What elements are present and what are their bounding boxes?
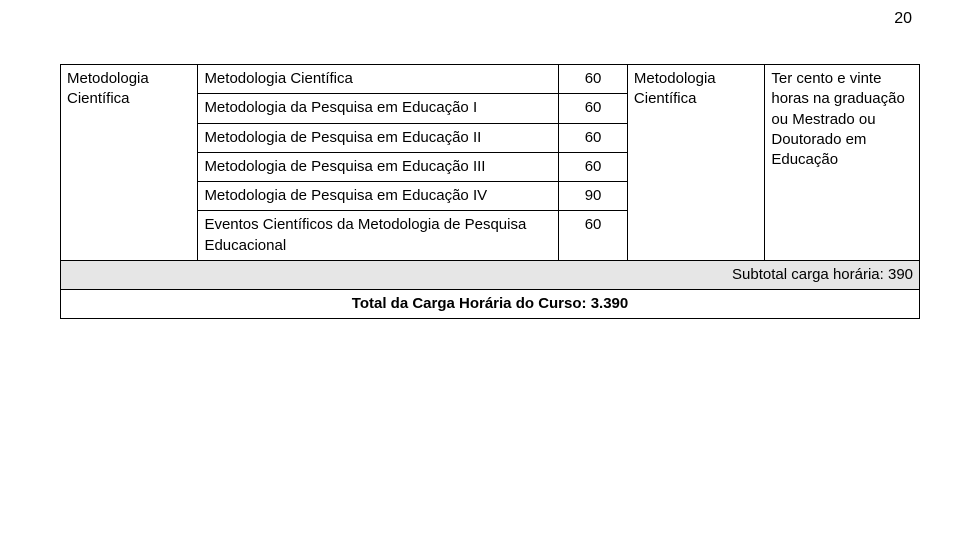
course-hours: 60 xyxy=(559,123,628,152)
course-name: Metodologia de Pesquisa em Educação IV xyxy=(198,182,559,211)
course-name: Eventos Científicos da Metodologia de Pe… xyxy=(198,211,559,261)
subtotal-row: Subtotal carga horária: 390 xyxy=(61,260,920,289)
course-hours: 60 xyxy=(559,211,628,261)
course-name: Metodologia Científica xyxy=(198,65,559,94)
course-name: Metodologia de Pesquisa em Educação III xyxy=(198,152,559,181)
course-name: Metodologia de Pesquisa em Educação II xyxy=(198,123,559,152)
subtotal-cell: Subtotal carga horária: 390 xyxy=(61,260,920,289)
group-left-cell: Metodologia Científica xyxy=(61,65,198,261)
course-hours: 60 xyxy=(559,152,628,181)
curriculum-table: Metodologia Científica Metodologia Cient… xyxy=(60,64,920,319)
group-area-cell: Metodologia Científica xyxy=(627,65,764,261)
page: 20 Metodologia Científica Metodologia Ci… xyxy=(0,0,960,540)
requirement-cell: Ter cento e vinte horas na graduação ou … xyxy=(765,65,920,261)
course-name: Metodologia da Pesquisa em Educação I xyxy=(198,94,559,123)
course-hours: 60 xyxy=(559,94,628,123)
total-cell: Total da Carga Horária do Curso: 3.390 xyxy=(61,290,920,319)
course-hours: 90 xyxy=(559,182,628,211)
table-row: Metodologia Científica Metodologia Cient… xyxy=(61,65,920,94)
page-number: 20 xyxy=(894,10,912,28)
course-hours: 60 xyxy=(559,65,628,94)
total-row: Total da Carga Horária do Curso: 3.390 xyxy=(61,290,920,319)
